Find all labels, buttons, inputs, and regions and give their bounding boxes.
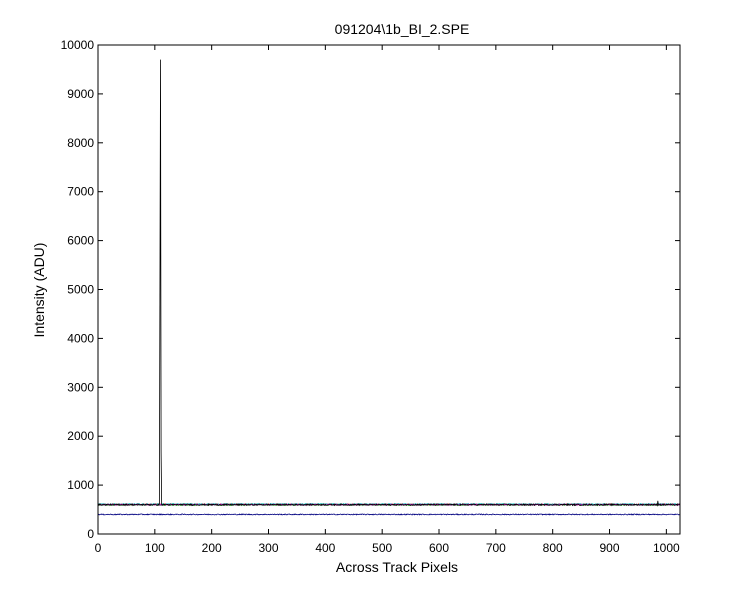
x-axis-label: Across Track Pixels	[336, 559, 458, 575]
y-axis-label: Intensity (ADU)	[31, 243, 47, 338]
series-layer	[97, 59, 681, 516]
x-tick-label: 0	[95, 541, 102, 555]
y-tick-label: 1000	[67, 478, 94, 492]
y-tick-label: 8000	[67, 136, 94, 150]
x-tick-label: 100	[145, 541, 165, 555]
y-tick-label: 5000	[67, 283, 94, 297]
x-tick-label: 500	[372, 541, 392, 555]
series-line	[97, 513, 681, 516]
y-tick-label: 9000	[67, 87, 94, 101]
x-tick-label: 400	[315, 541, 335, 555]
x-tick-label: 300	[258, 541, 278, 555]
y-tick-label: 2000	[67, 429, 94, 443]
y-tick-label: 10000	[61, 38, 95, 52]
y-tick-label: 3000	[67, 380, 94, 394]
x-tick-label: 200	[202, 541, 222, 555]
plot-area	[98, 45, 680, 534]
x-tick-label: 800	[543, 541, 563, 555]
y-tick-label: 6000	[67, 234, 94, 248]
x-tick-label: 1000	[653, 541, 680, 555]
y-axis: 0 1000 2000 3000 4000 5000 6000 7000 8000 9000 100…	[61, 38, 680, 541]
x-tick-label: 600	[429, 541, 449, 555]
series-line	[97, 59, 681, 507]
x-axis: 0 100 200 300 400 500 600 700 800 900 1000	[95, 45, 680, 555]
x-tick-label: 900	[600, 541, 620, 555]
y-tick-label: 4000	[67, 331, 94, 345]
y-tick-label: 7000	[67, 185, 94, 199]
chart-title: 091204\1b_BI_2.SPE	[335, 21, 470, 37]
x-tick-label: 700	[486, 541, 506, 555]
y-tick-label: 0	[87, 527, 94, 541]
